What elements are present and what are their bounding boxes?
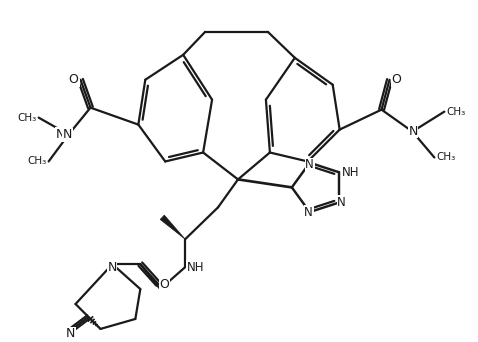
Text: N: N xyxy=(337,196,346,209)
Text: O: O xyxy=(70,73,79,86)
Text: O: O xyxy=(159,278,169,291)
Text: CH₃: CH₃ xyxy=(446,107,466,117)
Text: N: N xyxy=(66,327,75,340)
Text: CH₃: CH₃ xyxy=(436,153,456,162)
Text: O: O xyxy=(391,73,402,86)
Text: N: N xyxy=(304,206,313,219)
Text: NH: NH xyxy=(186,261,204,274)
Text: CH₃: CH₃ xyxy=(27,157,47,167)
Text: N: N xyxy=(409,125,418,138)
Text: N: N xyxy=(305,158,314,171)
Text: NH: NH xyxy=(342,166,359,179)
Text: N: N xyxy=(63,128,72,141)
Text: N: N xyxy=(56,128,65,141)
Polygon shape xyxy=(160,215,185,239)
Text: CH₃: CH₃ xyxy=(17,113,37,123)
Text: N: N xyxy=(108,261,117,274)
Text: O: O xyxy=(69,73,78,86)
